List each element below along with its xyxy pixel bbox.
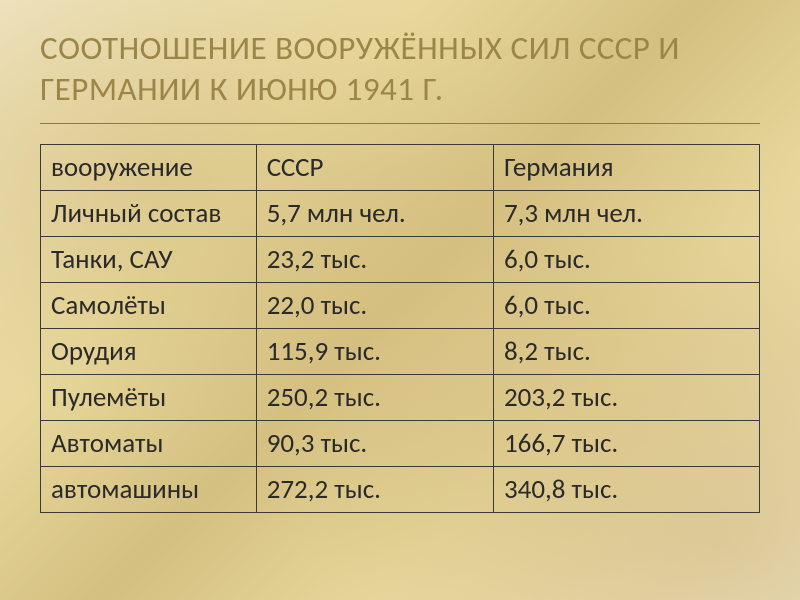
table-cell: Пулемёты [41,374,257,420]
table-cell: автомашины [41,466,257,512]
table-row: Орудия 115,9 тыс. 8,2 тыс. [41,328,760,374]
table-cell: Автоматы [41,420,257,466]
table-cell: 23,2 тыс. [256,236,493,282]
table-cell: Орудия [41,328,257,374]
table-cell: 6,0 тыс. [493,236,759,282]
table-cell: 90,3 тыс. [256,420,493,466]
slide-container: СООТНОШЕНИЕ ВООРУЖЁННЫХ СИЛ СССР И ГЕРМА… [0,0,800,543]
table-header-row: вооружение СССР Германия [41,144,760,190]
table-header-cell: СССР [256,144,493,190]
table-row: Самолёты 22,0 тыс. 6,0 тыс. [41,282,760,328]
table-cell: 272,2 тыс. [256,466,493,512]
table-row: Танки, САУ 23,2 тыс. 6,0 тыс. [41,236,760,282]
table-row: Пулемёты 250,2 тыс. 203,2 тыс. [41,374,760,420]
table-cell: 5,7 млн чел. [256,190,493,236]
slide-title: СООТНОШЕНИЕ ВООРУЖЁННЫХ СИЛ СССР И ГЕРМА… [40,28,760,111]
table-cell: 115,9 тыс. [256,328,493,374]
table-row: Личный состав 5,7 млн чел. 7,3 млн чел. [41,190,760,236]
table-cell: 166,7 тыс. [493,420,759,466]
table-cell: 8,2 тыс. [493,328,759,374]
table-header-cell: Германия [493,144,759,190]
table-row: автомашины 272,2 тыс. 340,8 тыс. [41,466,760,512]
table-cell: Самолёты [41,282,257,328]
comparison-table: вооружение СССР Германия Личный состав 5… [40,144,760,513]
table-cell: 7,3 млн чел. [493,190,759,236]
table-cell: 203,2 тыс. [493,374,759,420]
table-cell: 250,2 тыс. [256,374,493,420]
table-cell: 340,8 тыс. [493,466,759,512]
table-cell: 22,0 тыс. [256,282,493,328]
table-cell: Личный состав [41,190,257,236]
table-cell: Танки, САУ [41,236,257,282]
title-underline [40,123,760,124]
table-header-cell: вооружение [41,144,257,190]
table-cell: 6,0 тыс. [493,282,759,328]
table-row: Автоматы 90,3 тыс. 166,7 тыс. [41,420,760,466]
